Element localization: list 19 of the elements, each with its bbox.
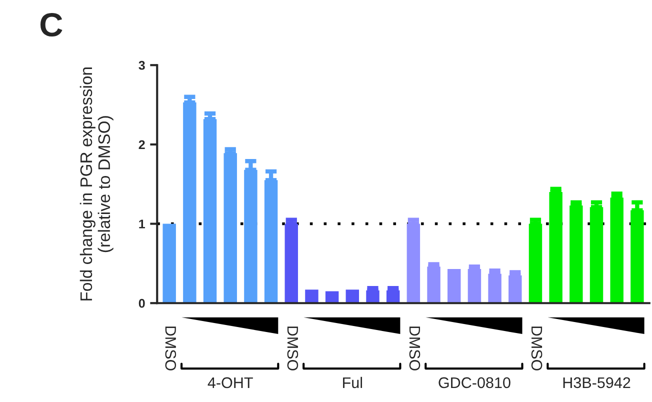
bar — [325, 291, 339, 304]
y-axis-title: Fold change in PGR expression (relative to DMSO) — [80, 68, 114, 300]
x-tick-label: DMSO — [287, 326, 298, 370]
x-tick-label: DMSO — [409, 326, 420, 370]
text: 4-OHT — [208, 377, 253, 388]
bar — [448, 268, 461, 304]
text: Ful — [343, 376, 362, 388]
y-tick-label: 3 — [138, 60, 145, 70]
text: GDC-0810 — [438, 377, 510, 388]
bar — [305, 290, 318, 304]
bar — [162, 224, 176, 304]
bar — [346, 290, 360, 304]
x-tick-label: DMSO — [531, 326, 542, 370]
text: C — [40, 12, 62, 37]
text: H3B-5942 — [563, 377, 630, 388]
x-tick-label: DMSO — [165, 326, 176, 370]
y-tick-label: 1 — [139, 220, 145, 228]
y-tick-label: 0 — [138, 298, 145, 308]
y-tick-label: 2 — [138, 140, 145, 149]
